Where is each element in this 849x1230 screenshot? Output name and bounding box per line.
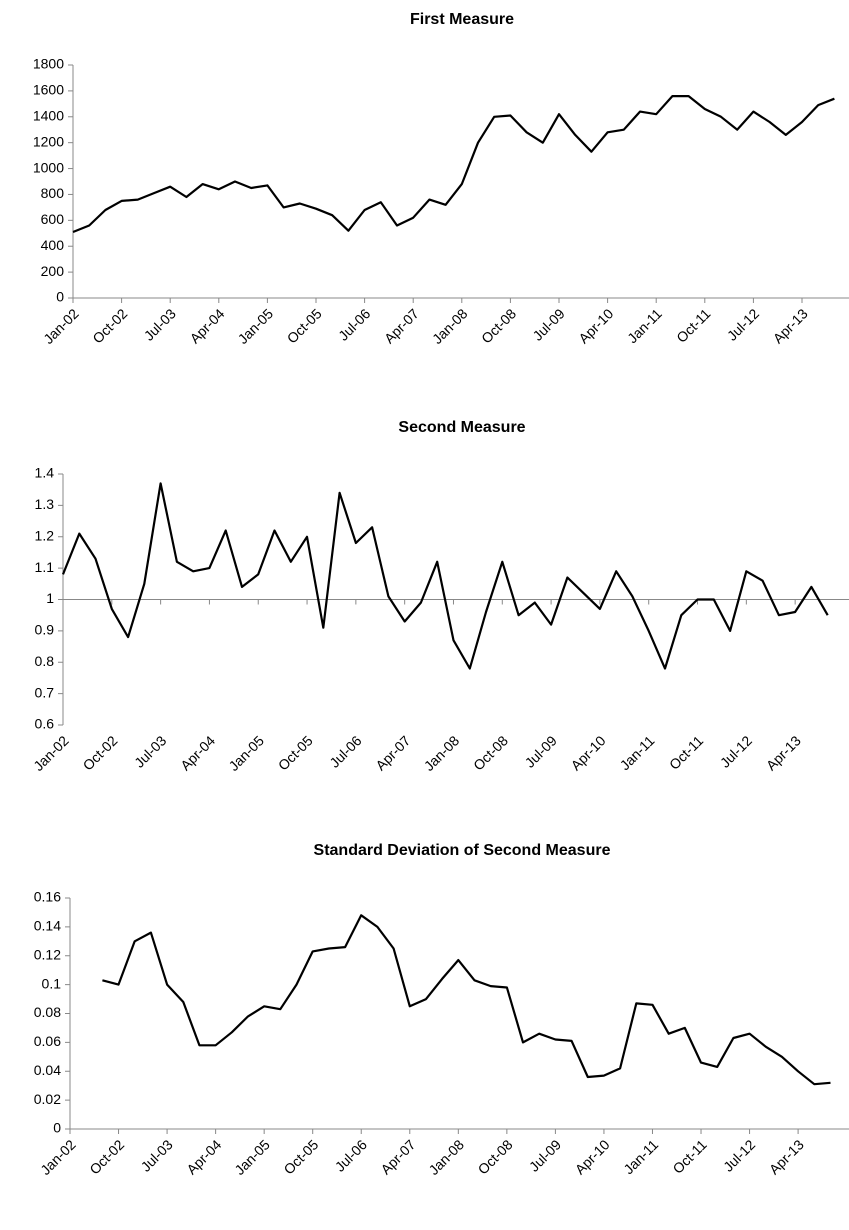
y-tick-label: 1.2 [35, 527, 55, 543]
x-tick-label: Jul-03 [131, 732, 169, 770]
x-tick-label: Jul-09 [526, 1136, 564, 1174]
x-tick-label: Oct-08 [475, 1136, 516, 1177]
x-tick-label: Apr-04 [187, 305, 228, 346]
y-tick-label: 0.7 [35, 684, 55, 700]
x-tick-label: Apr-04 [183, 1136, 224, 1177]
y-tick-label: 1000 [33, 159, 64, 175]
y-tick-label: 0.6 [35, 716, 55, 732]
x-tick-label: Oct-05 [275, 732, 316, 773]
y-tick-label: 600 [41, 211, 65, 227]
y-tick-label: 0.8 [35, 653, 55, 669]
x-tick-label: Apr-10 [572, 1136, 613, 1177]
y-tick-label: 0.04 [34, 1062, 61, 1078]
x-tick-label: Jan-05 [225, 732, 267, 774]
x-tick-label: Apr-13 [766, 1136, 807, 1177]
x-tick-label: Jul-03 [141, 305, 179, 343]
x-tick-label: Jul-09 [529, 305, 567, 343]
x-tick-label: Jan-02 [37, 1136, 79, 1178]
x-tick-label: Jan-11 [617, 732, 658, 773]
y-tick-label: 1.4 [35, 465, 55, 481]
y-tick-label: 0.14 [34, 918, 61, 934]
x-tick-label: Apr-13 [763, 732, 804, 773]
x-tick-label: Jan-08 [421, 732, 463, 774]
x-tick-label: Oct-11 [673, 305, 713, 345]
x-tick-label: Jul-06 [326, 732, 364, 770]
x-tick-label: Apr-07 [381, 305, 422, 346]
y-tick-label: 0.06 [34, 1033, 61, 1049]
x-tick-label: Jul-06 [335, 305, 373, 343]
x-tick-label: Jul-12 [717, 732, 755, 770]
y-tick-label: 1600 [33, 82, 64, 98]
y-tick-label: 1.1 [35, 559, 55, 575]
x-tick-label: Apr-07 [372, 732, 413, 773]
chart-title: Second Measure [398, 419, 525, 436]
x-tick-label: Oct-02 [80, 732, 121, 773]
x-tick-label: Jul-12 [724, 305, 762, 343]
data-line [102, 914, 831, 1086]
y-tick-label: 0.9 [35, 622, 55, 638]
x-tick-label: Apr-13 [770, 305, 811, 346]
x-tick-label: Jan-08 [425, 1136, 467, 1178]
y-tick-label: 0.12 [34, 946, 61, 962]
y-tick-label: 1800 [33, 56, 64, 72]
x-tick-label: Oct-02 [86, 1136, 127, 1177]
x-tick-label: Jul-09 [522, 732, 560, 770]
x-tick-label: Oct-11 [669, 1136, 709, 1176]
data-line [61, 482, 829, 670]
x-tick-label: Oct-11 [666, 732, 706, 772]
x-tick-label: Jan-02 [30, 732, 72, 774]
y-tick-label: 0.08 [34, 1004, 61, 1020]
x-tick-label: Oct-05 [280, 1136, 321, 1177]
x-tick-label: Jan-05 [231, 1136, 273, 1178]
data-line [72, 95, 835, 234]
x-tick-label: Jan-08 [429, 305, 471, 347]
x-tick-label: Jul-12 [720, 1136, 758, 1174]
x-tick-label: Jan-11 [620, 1136, 661, 1177]
chart-title: Standard Deviation of Second Measure [314, 842, 611, 859]
x-tick-label: Jan-05 [235, 305, 277, 347]
y-tick-label: 0 [56, 289, 64, 305]
y-tick-label: 200 [41, 263, 65, 279]
y-tick-label: 400 [41, 237, 65, 253]
y-tick-label: 0 [53, 1120, 61, 1136]
x-tick-label: Oct-08 [478, 305, 519, 346]
x-tick-label: Apr-10 [575, 305, 616, 346]
y-tick-label: 1 [46, 590, 54, 606]
x-tick-label: Jan-11 [624, 305, 665, 346]
x-tick-label: Jul-03 [138, 1136, 176, 1174]
y-tick-label: 0.16 [34, 889, 61, 905]
y-tick-label: 800 [41, 185, 65, 201]
y-tick-label: 1200 [33, 133, 64, 149]
y-tick-label: 1400 [33, 107, 64, 123]
y-tick-label: 1.3 [35, 496, 55, 512]
x-tick-label: Apr-10 [568, 732, 609, 773]
x-tick-label: Apr-07 [377, 1136, 418, 1177]
x-tick-label: Oct-08 [470, 732, 511, 773]
y-tick-label: 0.1 [42, 975, 62, 991]
x-tick-label: Oct-05 [284, 305, 325, 346]
chart-title: First Measure [410, 11, 514, 28]
x-tick-label: Apr-04 [177, 732, 218, 773]
x-tick-label: Jan-02 [40, 305, 82, 347]
x-tick-label: Oct-02 [89, 305, 130, 346]
x-tick-label: Jul-06 [332, 1136, 370, 1174]
y-tick-label: 0.02 [34, 1091, 61, 1107]
